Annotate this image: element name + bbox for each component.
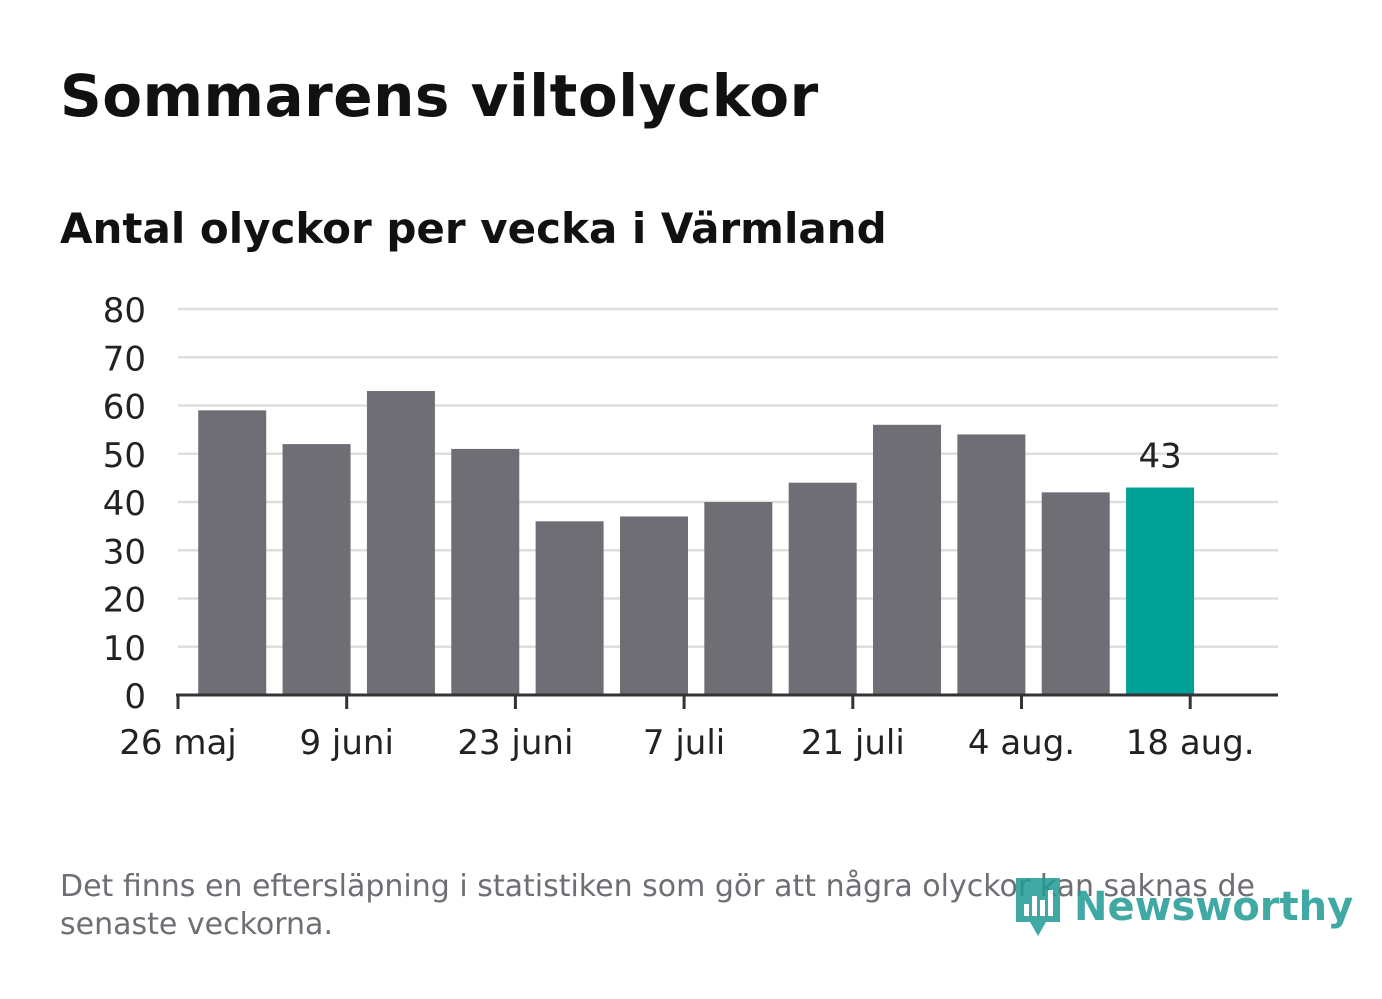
- bar: [1041, 492, 1110, 695]
- bar-chart-bubble-icon: [1016, 878, 1060, 936]
- x-tick-label: 4 aug.: [968, 723, 1075, 763]
- axes: [176, 693, 1278, 709]
- bar: [619, 516, 688, 695]
- labels: 0 10 20 30 40 50 60 70 80 43 26 maj 9 juni 23 juni 7 …: [103, 291, 1255, 763]
- y-tick-label: 10: [103, 629, 146, 669]
- bar: [451, 448, 520, 695]
- bar: [957, 434, 1026, 695]
- bar: [366, 391, 435, 695]
- y-tick-label: 30: [103, 532, 146, 572]
- y-tick-label: 80: [103, 291, 146, 331]
- y-tick-label: 0: [124, 677, 146, 717]
- y-tick-label: 70: [103, 339, 146, 379]
- bar: [788, 482, 857, 695]
- x-tick-label: 21 juli: [801, 723, 905, 763]
- data-label: 43: [1138, 437, 1181, 477]
- logo-text: Newsworthy: [1074, 884, 1354, 930]
- x-tick-label: 9 juni: [299, 723, 393, 763]
- bar: [282, 444, 351, 695]
- bar: [873, 424, 942, 695]
- y-tick-label: 20: [103, 581, 146, 621]
- x-tick-label: 23 juni: [457, 723, 573, 763]
- newsworthy-logo: Newsworthy: [1012, 874, 1353, 940]
- bar: [535, 521, 604, 695]
- chart-title: Sommarens viltolyckor: [60, 62, 819, 130]
- bar: [1126, 487, 1195, 695]
- bar: [198, 410, 267, 695]
- bar: [704, 502, 773, 695]
- bars: [198, 391, 1195, 695]
- chart-subtitle: Antal olyckor per vecka i Värmland: [60, 204, 887, 253]
- x-tick-label: 26 maj: [119, 723, 236, 763]
- y-tick-label: 50: [103, 436, 146, 476]
- y-tick-label: 40: [103, 484, 146, 524]
- y-tick-label: 60: [103, 388, 146, 428]
- x-tick-label: 7 juli: [643, 723, 725, 763]
- x-tick-label: 18 aug.: [1126, 723, 1255, 763]
